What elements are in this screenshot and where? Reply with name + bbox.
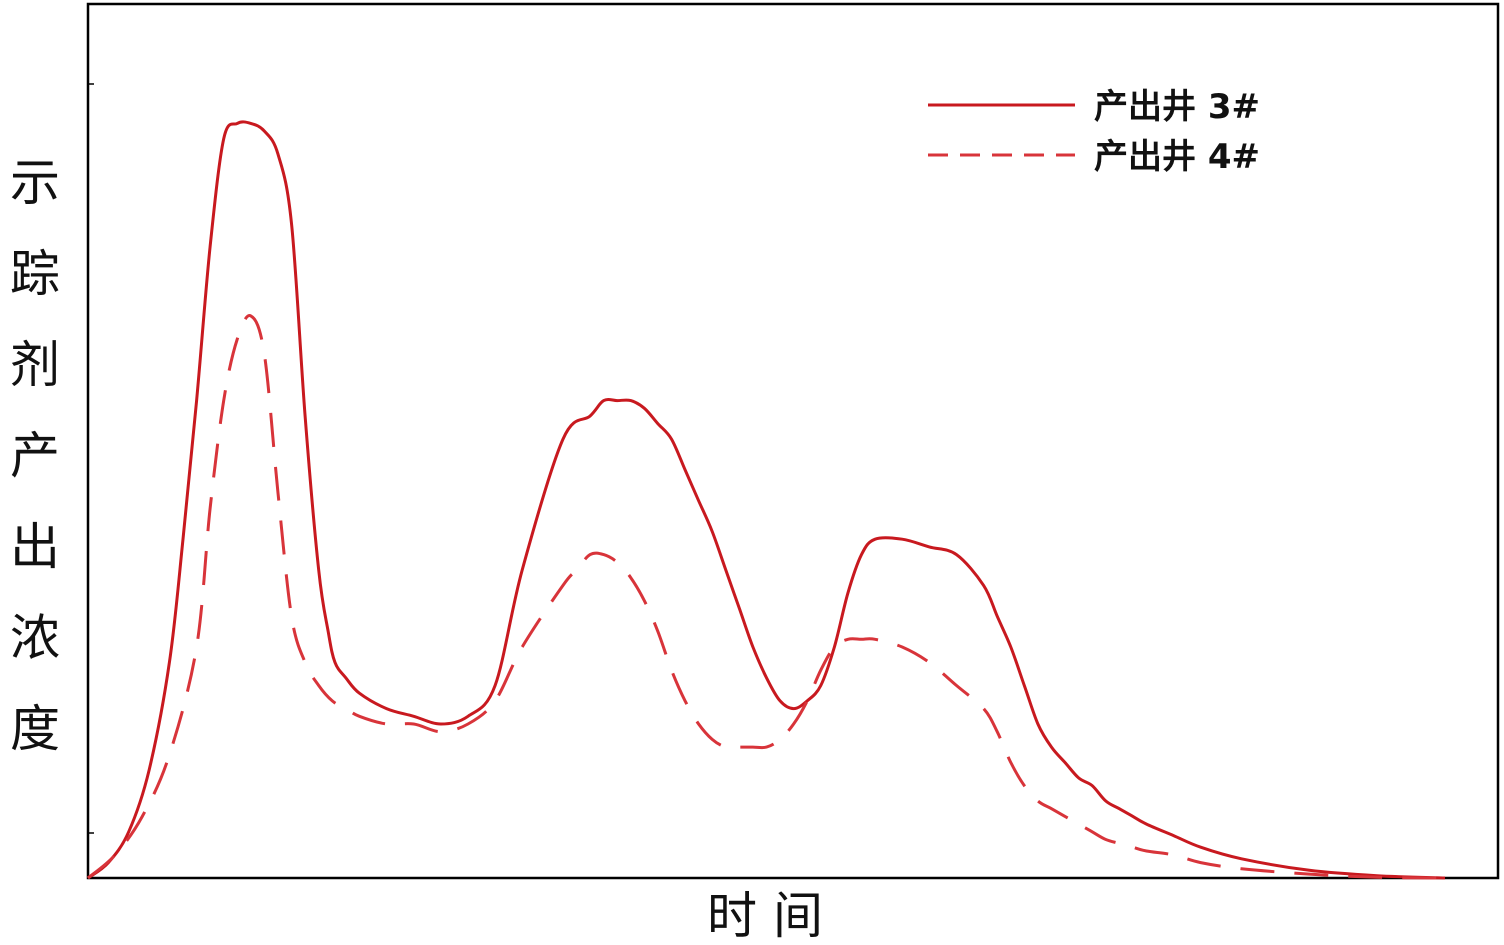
series-layer [87, 120, 1446, 880]
series-line-2 [87, 314, 1446, 880]
y-axis-label-char: 示 [10, 154, 60, 212]
series-line-1 [87, 120, 1446, 880]
y-axis-label-char: 浓 [10, 609, 60, 667]
y-axis-label-char: 产 [10, 427, 60, 485]
y-axis-label-char: 踪 [10, 245, 60, 303]
y-axis-label-char: 度 [10, 700, 60, 758]
legend: 产出井 3# 产出井 4# [928, 87, 1260, 177]
y-axis-label-char: 出 [10, 518, 60, 576]
plot-frame [86, 2, 1500, 880]
y-axis-label-char: 剂 [10, 336, 60, 394]
legend-label-series-2: 产出井 4# [1094, 137, 1260, 177]
legend-label-series-1: 产出井 3# [1094, 87, 1260, 127]
x-axis-label: 时 间 [707, 887, 823, 945]
